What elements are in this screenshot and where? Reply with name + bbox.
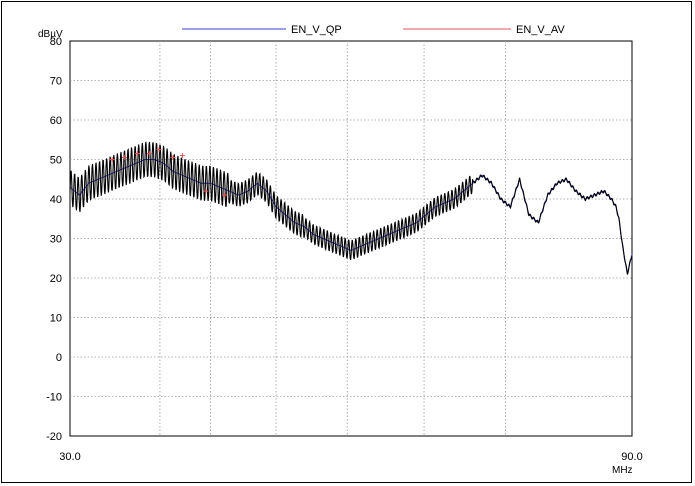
y-tick-label: 80	[50, 36, 62, 48]
y-tick-label: 70	[50, 76, 62, 88]
av-marker	[179, 153, 185, 159]
y-tick-label: 40	[50, 194, 62, 206]
av-marker	[134, 151, 140, 157]
av-marker	[170, 155, 176, 161]
av-marker	[156, 147, 162, 153]
y-axis-unit: dBµV	[38, 29, 63, 40]
av-marker	[121, 155, 127, 161]
x-tick-label: 30.0	[59, 451, 80, 463]
x-axis-unit: MHz	[612, 465, 633, 476]
y-tick-label: 50	[50, 155, 62, 167]
av-marker	[203, 188, 209, 194]
y-tick-label: -10	[46, 392, 62, 404]
legend-label-1: EN_V_QP	[291, 24, 342, 36]
av-marker	[222, 192, 228, 198]
y-tick-label: 30	[50, 234, 62, 246]
y-tick-label: -20	[46, 431, 62, 443]
measurement-trace	[69, 141, 633, 276]
y-tick-label: 60	[50, 115, 62, 127]
x-tick-label: 90.0	[621, 451, 642, 463]
av-marker	[147, 151, 153, 157]
y-tick-label: 10	[50, 313, 62, 325]
legend-label-2: EN_V_AV	[516, 24, 565, 36]
y-tick-label: 20	[50, 273, 62, 285]
y-tick-label: 0	[56, 352, 62, 364]
av-marker	[109, 157, 115, 162]
